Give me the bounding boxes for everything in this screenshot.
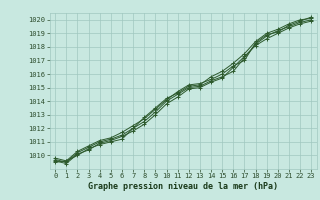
- X-axis label: Graphe pression niveau de la mer (hPa): Graphe pression niveau de la mer (hPa): [88, 182, 278, 191]
